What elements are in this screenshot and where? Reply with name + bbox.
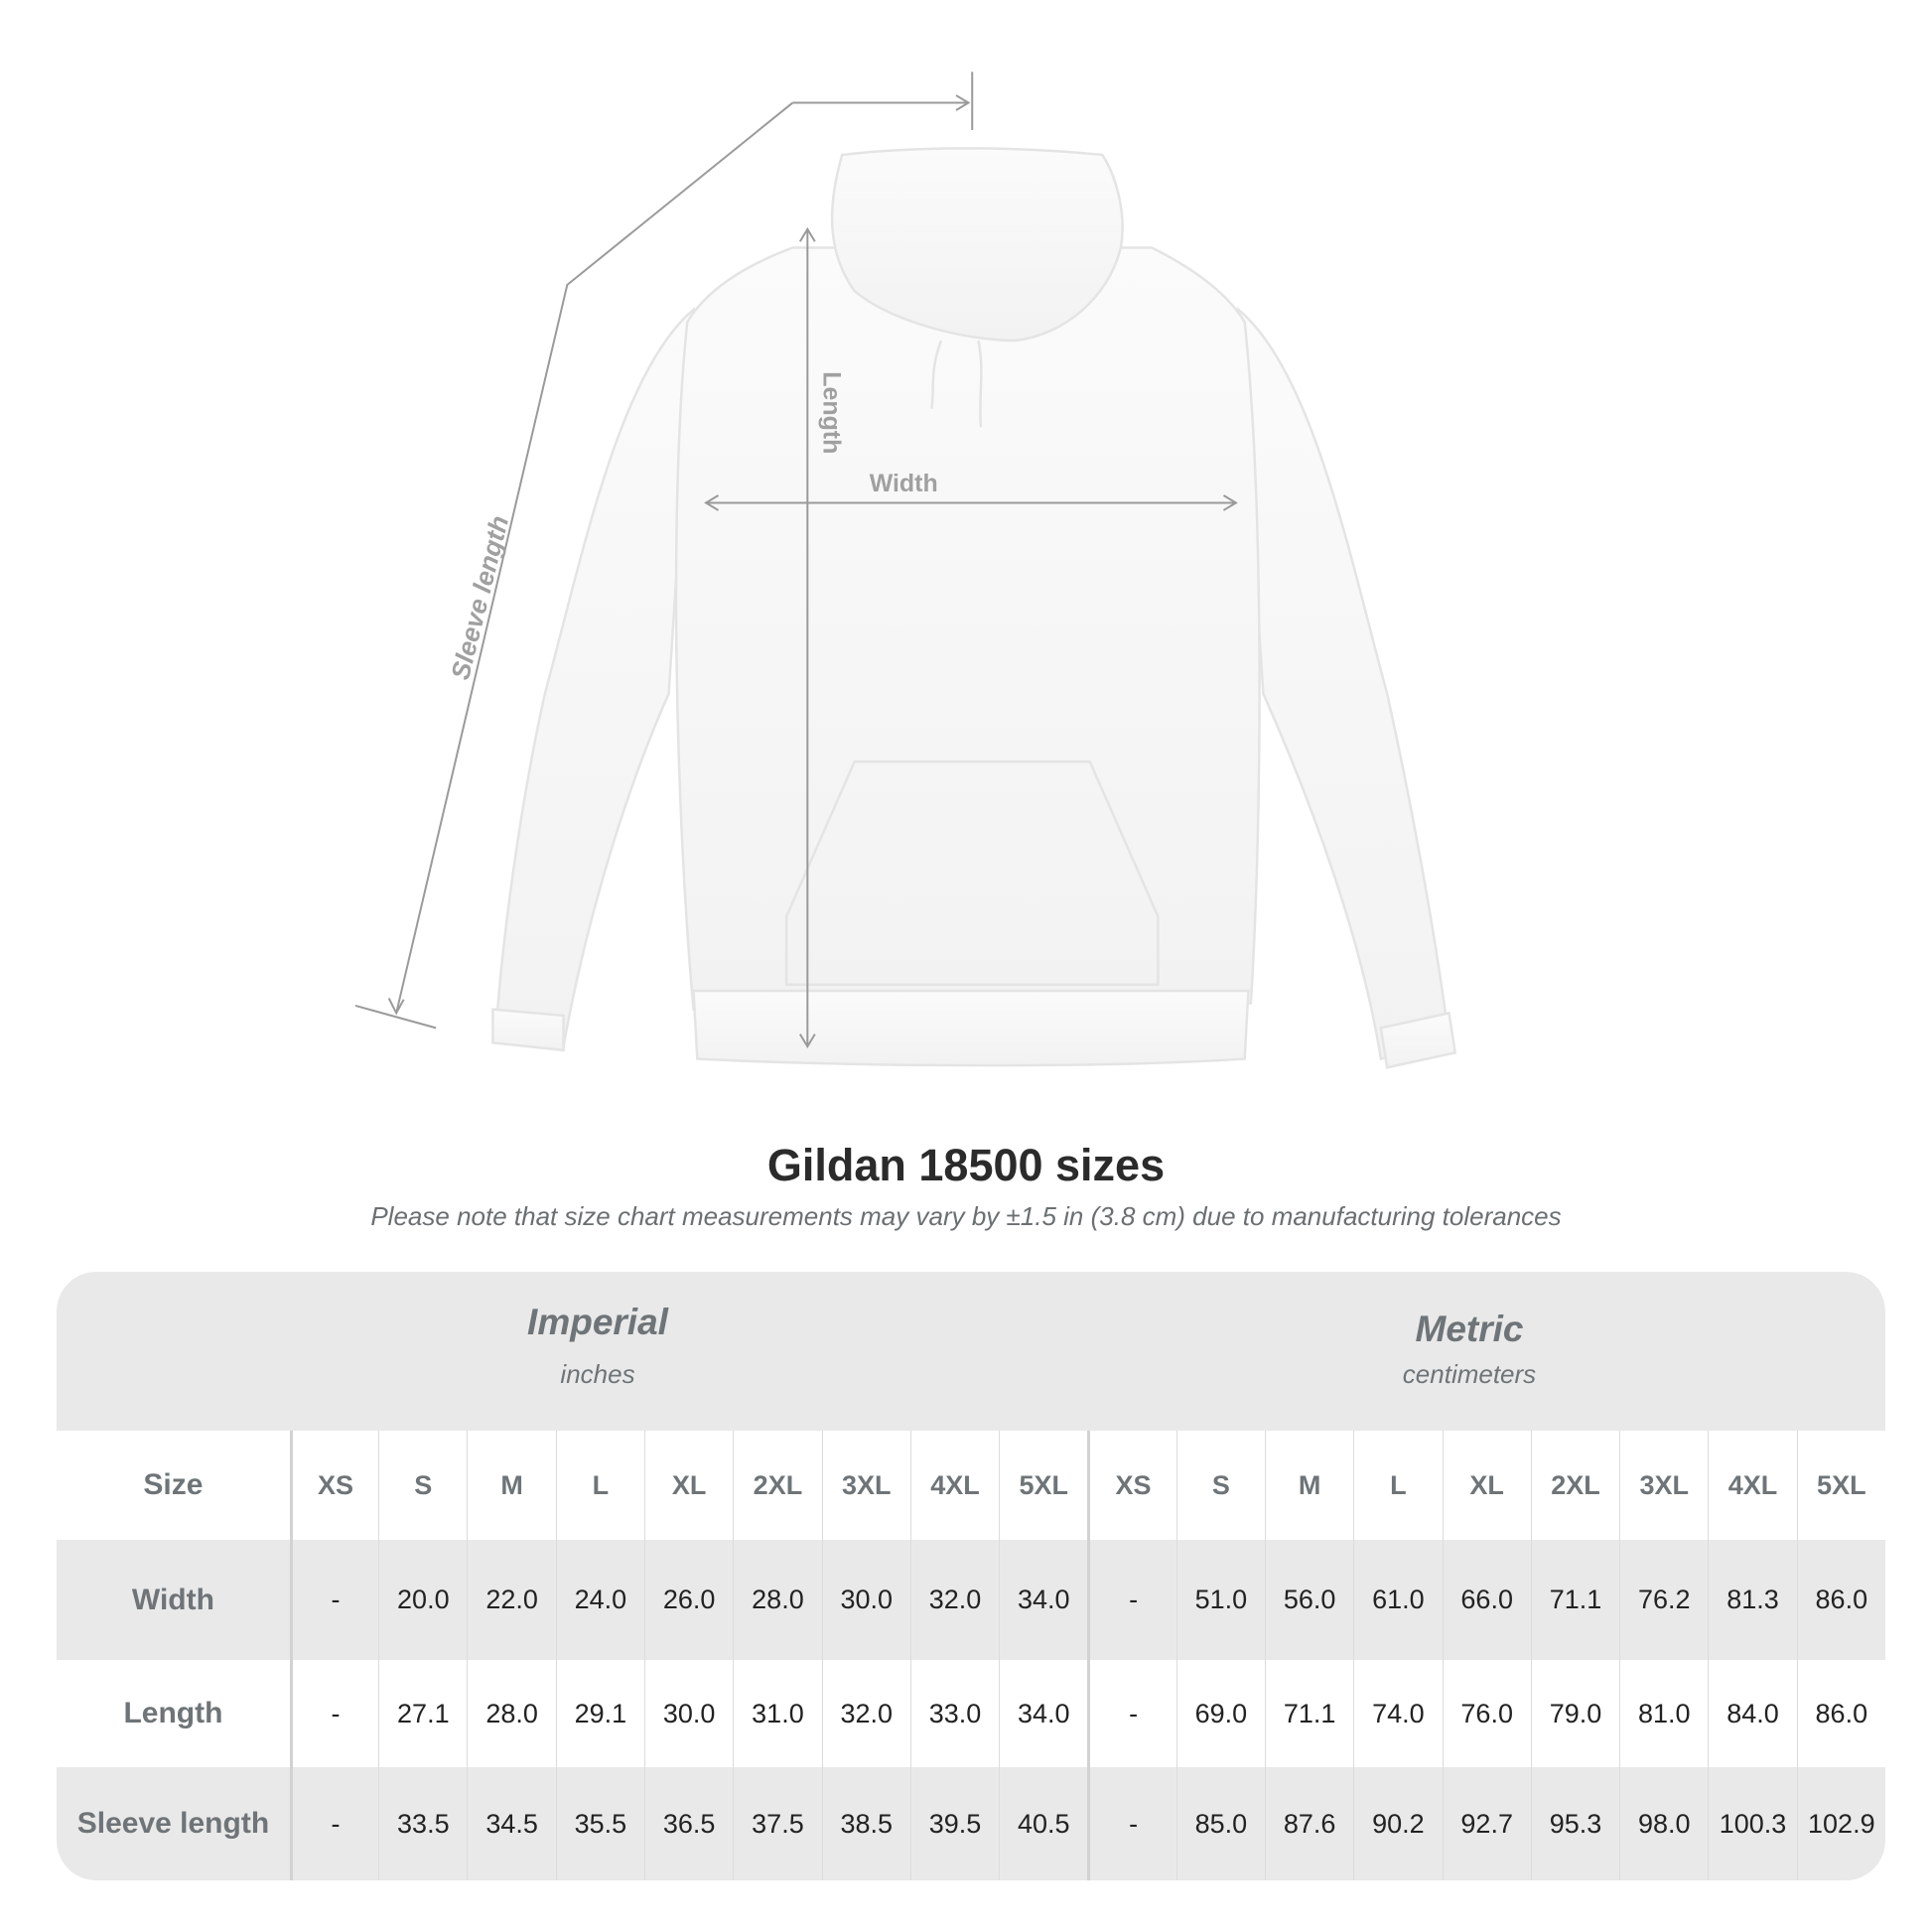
sleeve-length-label: Sleeve length <box>445 512 514 682</box>
table-cell: 61.0 <box>1353 1540 1442 1660</box>
table-cell: 90.2 <box>1353 1767 1442 1880</box>
table-cell: 92.7 <box>1442 1767 1531 1880</box>
size-label: Size <box>143 1468 204 1501</box>
size-header-metric-4xl: 4XL <box>1708 1431 1796 1540</box>
table-cell: 71.1 <box>1530 1540 1619 1660</box>
row-label: Sleeve length <box>76 1807 270 1840</box>
size-header-imperial-s: S <box>378 1431 467 1540</box>
table-cell: 79.0 <box>1530 1660 1619 1767</box>
size-header-row: Size XS S M L XL 2XL 3XL 4XL 5XL XS S M L XL 2XL 3XL 4XL… <box>57 1431 1885 1540</box>
table-cell: 85.0 <box>1175 1767 1265 1880</box>
table-cell: 76.0 <box>1442 1660 1531 1767</box>
table-cell: 30.0 <box>644 1660 733 1767</box>
imperial-heading: Imperial <box>527 1302 668 1342</box>
table-cell: - <box>289 1540 378 1660</box>
table-cell: 87.6 <box>1264 1767 1353 1880</box>
table-cell: 28.0 <box>733 1540 821 1660</box>
table-cell: 39.5 <box>909 1767 999 1880</box>
table-cell: 34.5 <box>467 1767 555 1880</box>
size-header-metric-xs: XS <box>1087 1431 1175 1540</box>
table-cell: - <box>1087 1767 1175 1880</box>
table-cell: 22.0 <box>467 1540 555 1660</box>
table-cell: 30.0 <box>821 1540 910 1660</box>
metric-unit: centimeters <box>1402 1359 1537 1389</box>
imperial-unit: inches <box>560 1359 635 1389</box>
hoodie-image <box>491 147 1457 1069</box>
size-header-metric-xl: XL <box>1442 1431 1531 1540</box>
table-cell: 56.0 <box>1264 1540 1353 1660</box>
table-cell: 31.0 <box>733 1660 821 1767</box>
size-header-imperial-3xl: 3XL <box>821 1431 910 1540</box>
table-cell: 51.0 <box>1175 1540 1265 1660</box>
table-cell: 32.0 <box>821 1660 910 1767</box>
row-label: Width <box>131 1583 214 1616</box>
size-header-imperial-m: M <box>467 1431 555 1540</box>
width-label: Width <box>870 470 938 497</box>
length-label: Length <box>818 371 846 454</box>
table-cell: 34.0 <box>999 1660 1087 1767</box>
table-cell: 66.0 <box>1442 1540 1531 1660</box>
table-cell: 40.5 <box>999 1767 1087 1880</box>
size-header-imperial-5xl: 5XL <box>999 1431 1087 1540</box>
table-cell: 32.0 <box>909 1540 999 1660</box>
table-cell: 81.0 <box>1619 1660 1708 1767</box>
size-header-metric-s: S <box>1175 1431 1265 1540</box>
table-cell: 81.3 <box>1708 1540 1796 1660</box>
table-cell: 37.5 <box>733 1767 821 1880</box>
size-header-imperial-2xl: 2XL <box>733 1431 821 1540</box>
measurement-lines <box>354 71 1238 1049</box>
table-cell: - <box>1087 1660 1175 1767</box>
size-header-metric-5xl: 5XL <box>1796 1431 1885 1540</box>
size-header-metric-2xl: 2XL <box>1530 1431 1619 1540</box>
table-cell: 102.9 <box>1796 1767 1885 1880</box>
table-cell: 36.5 <box>644 1767 733 1880</box>
table-cell: 95.3 <box>1530 1767 1619 1880</box>
table-cell: 74.0 <box>1353 1660 1442 1767</box>
size-header-imperial-l: L <box>555 1431 644 1540</box>
table-cell: 24.0 <box>555 1540 644 1660</box>
table-cell: 33.0 <box>909 1660 999 1767</box>
row-label: Length <box>123 1697 223 1729</box>
table-row-length: Length -27.1 28.0 29.1 30.0 31.0 32.0 33.0 34.0-… <box>57 1660 1885 1767</box>
page-title: Gildan 18500 sizes <box>766 1140 1166 1190</box>
size-table: Imperial inches Metric centimeters Size … <box>57 1272 1885 1880</box>
table-cell: - <box>289 1767 378 1880</box>
table-cell: 33.5 <box>378 1767 467 1880</box>
table-cell: 69.0 <box>1175 1660 1265 1767</box>
table-cell: 38.5 <box>821 1767 910 1880</box>
tolerance-note: Please note that size chart measurements… <box>370 1201 1562 1231</box>
table-row-width: Width -20.0 22.0 24.0 26.0 28.0 30.0 32.0 34.0-5… <box>57 1540 1885 1660</box>
size-header-metric-m: M <box>1264 1431 1353 1540</box>
table-cell: 35.5 <box>555 1767 644 1880</box>
size-header-metric-3xl: 3XL <box>1619 1431 1708 1540</box>
table-cell: 100.3 <box>1708 1767 1796 1880</box>
table-cell: 76.2 <box>1619 1540 1708 1660</box>
table-cell: 86.0 <box>1796 1540 1885 1660</box>
table-cell: 27.1 <box>378 1660 467 1767</box>
table-cell: 29.1 <box>555 1660 644 1767</box>
size-header-metric-l: L <box>1353 1431 1442 1540</box>
size-header-imperial-4xl: 4XL <box>909 1431 999 1540</box>
table-cell: 84.0 <box>1708 1660 1796 1767</box>
size-header-imperial-xl: XL <box>644 1431 733 1540</box>
table-cell: 71.1 <box>1264 1660 1353 1767</box>
table-row-sleeve-length: Sleeve length -33.5 34.5 35.5 36.5 37.5 38.5 39… <box>57 1767 1885 1880</box>
metric-heading: Metric <box>1415 1309 1524 1349</box>
table-cell: 34.0 <box>999 1540 1087 1660</box>
size-header-imperial-xs: XS <box>289 1431 378 1540</box>
table-cell: - <box>1087 1540 1175 1660</box>
table-cell: 98.0 <box>1619 1767 1708 1880</box>
table-cell: 20.0 <box>378 1540 467 1660</box>
table-cell: 28.0 <box>467 1660 555 1767</box>
table-cell: 86.0 <box>1796 1660 1885 1767</box>
table-cell: - <box>289 1660 378 1767</box>
table-cell: 26.0 <box>644 1540 733 1660</box>
